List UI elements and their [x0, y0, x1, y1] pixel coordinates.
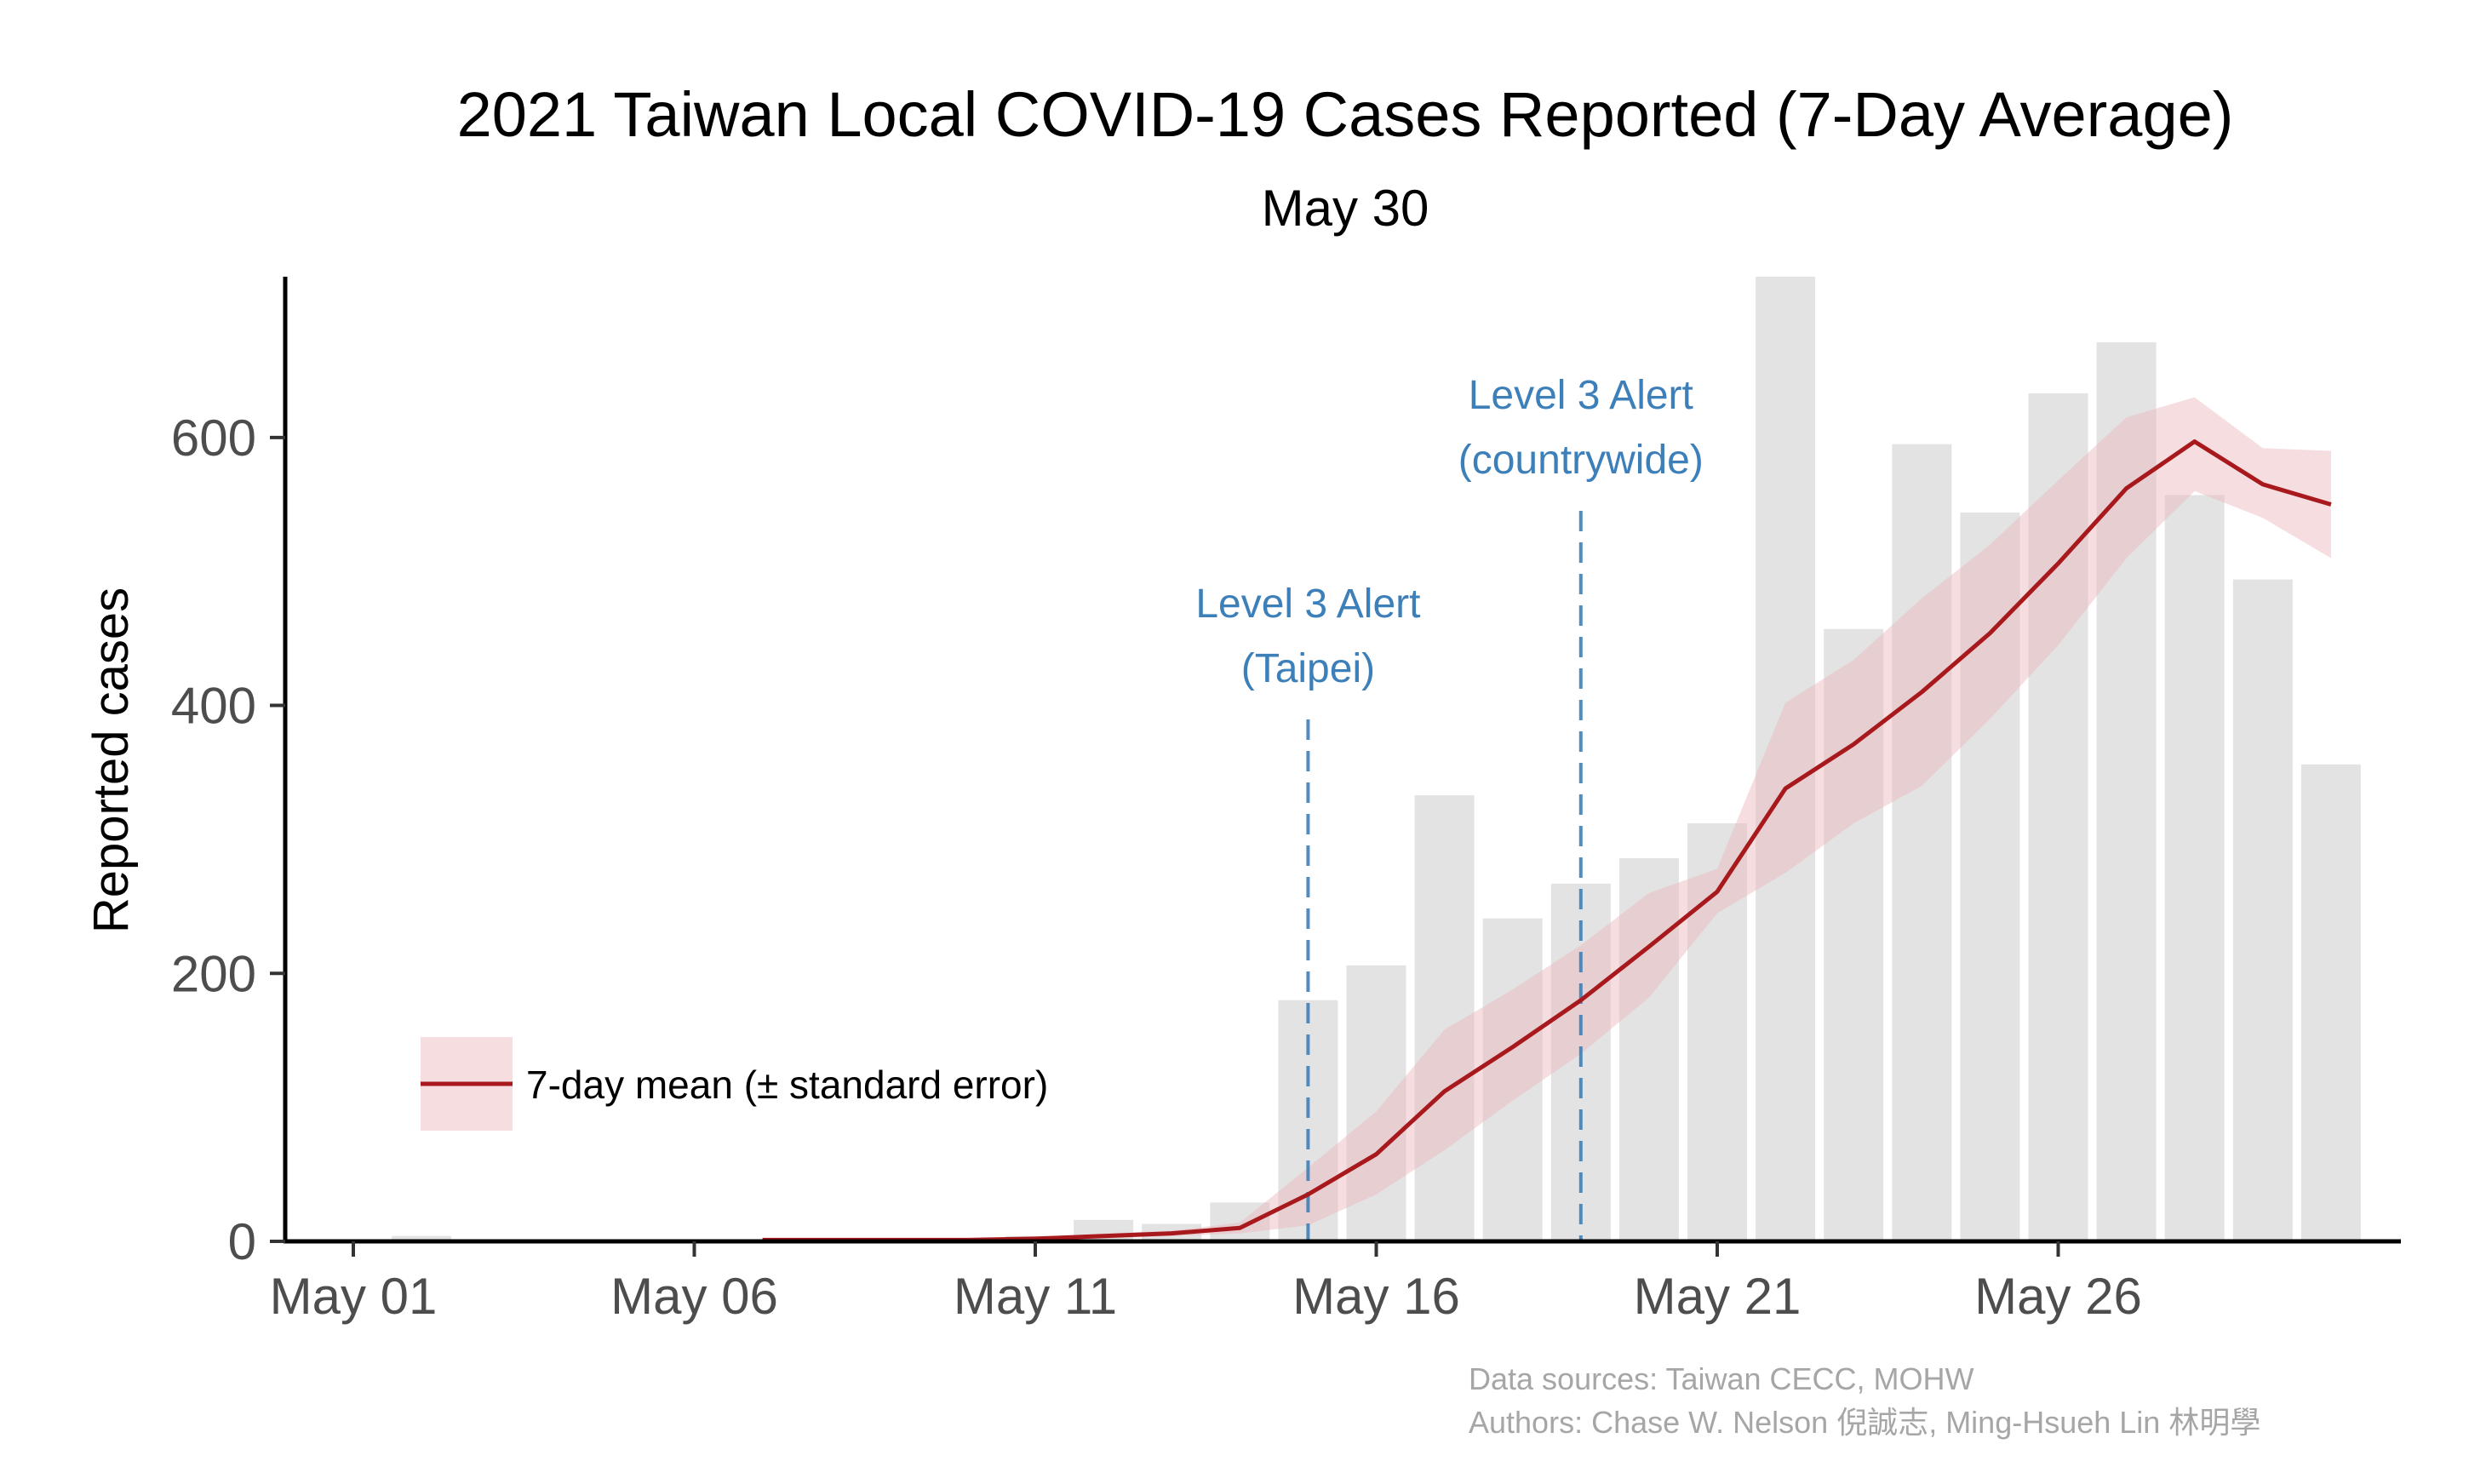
chart-subtitle: May 30 — [1262, 180, 1429, 237]
bars — [392, 277, 2361, 1241]
y-tick-label-0: 0 — [228, 1213, 256, 1270]
bar-may-16 — [1346, 965, 1406, 1241]
bar-may-20 — [1618, 857, 1679, 1241]
alert-may-15-label-1: Level 3 Alert — [1195, 582, 1420, 627]
legend-label: 7-day mean (± standard error) — [526, 1063, 1048, 1107]
x-axis-ticks: May 01 May 06 May 11 May 16 May 21 May 26 — [270, 1241, 2142, 1325]
alert-annotations: Level 3 Alert (Taipei) Level 3 Alert (count… — [1195, 373, 1704, 1241]
bar-may-22 — [1756, 277, 1816, 1241]
y-tick-label-200: 200 — [171, 945, 256, 1002]
bar-may-17 — [1414, 794, 1475, 1241]
x-tick-label-may-26: May 26 — [1974, 1268, 2142, 1325]
x-tick-label-may-11: May 11 — [954, 1268, 1117, 1325]
standard-error-band — [762, 397, 2331, 1242]
bar-may-30 — [2300, 764, 2361, 1241]
bar-may-14 — [1210, 1202, 1270, 1241]
x-tick-label-may-16: May 16 — [1292, 1268, 1460, 1325]
y-tick-label-600: 600 — [171, 410, 256, 467]
se-band — [762, 397, 2331, 1242]
bar-may-27 — [2096, 342, 2157, 1241]
y-tick-label-400: 400 — [171, 678, 256, 735]
x-tick-label-may-06: May 06 — [610, 1268, 778, 1325]
caption-sources: Data sources: Taiwan CECC, MOHW — [1469, 1361, 1974, 1396]
y-axis-label: Reported cases — [83, 587, 139, 933]
seven-day-mean-line — [762, 439, 2332, 1242]
alert-may-19-label-2: (countrywide) — [1458, 438, 1704, 483]
x-tick-label-may-21: May 21 — [1634, 1268, 1802, 1325]
bar-may-29 — [2232, 579, 2293, 1241]
bar-may-24 — [1892, 444, 1952, 1241]
caption-authors: Authors: Chase W. Nelson 倪誠志, Ming-Hsueh… — [1469, 1405, 2260, 1440]
mean-line-group — [762, 439, 2332, 1242]
legend: 7-day mean (± standard error) — [421, 1037, 1048, 1131]
bar-may-02 — [392, 1235, 452, 1241]
bar-may-18 — [1482, 918, 1543, 1241]
chart-title: 2021 Taiwan Local COVID-19 Cases Reporte… — [457, 79, 2234, 150]
x-tick-label-may-01: May 01 — [270, 1268, 438, 1325]
y-axis-ticks: 0 200 400 600 — [171, 410, 285, 1270]
bar-may-28 — [2164, 495, 2225, 1241]
bar-may-26 — [2028, 392, 2088, 1241]
alert-may-19-label-1: Level 3 Alert — [1469, 373, 1693, 418]
alert-may-15-label-2: (Taipei) — [1241, 646, 1375, 691]
